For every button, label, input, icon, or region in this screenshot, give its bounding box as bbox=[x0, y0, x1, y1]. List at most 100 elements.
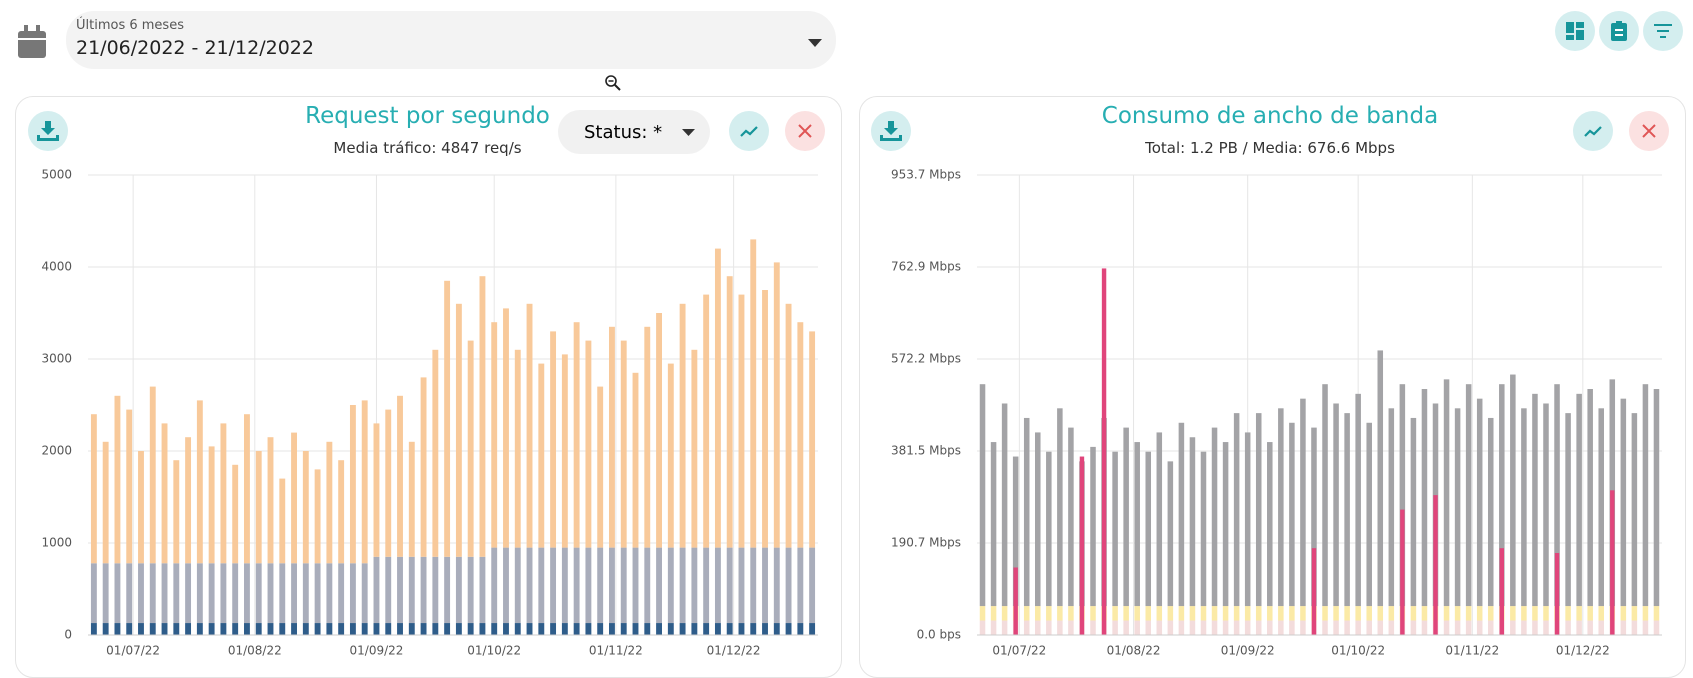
bar bbox=[1510, 606, 1516, 621]
bar bbox=[1366, 620, 1372, 635]
bar bbox=[1300, 398, 1306, 607]
bar bbox=[691, 349, 698, 548]
bar bbox=[561, 354, 568, 548]
bar bbox=[797, 623, 804, 635]
bar bbox=[1090, 446, 1096, 607]
x-tick-label: 01/07/22 bbox=[992, 644, 1046, 658]
y-tick-label: 762.9 Mbps bbox=[891, 260, 961, 274]
bar bbox=[1388, 408, 1395, 607]
bar bbox=[1300, 620, 1306, 635]
bar bbox=[338, 563, 345, 624]
bar bbox=[1543, 620, 1549, 635]
bar bbox=[1189, 620, 1196, 635]
bar bbox=[255, 451, 262, 564]
bar bbox=[1278, 606, 1284, 621]
bar bbox=[1278, 620, 1284, 635]
bar bbox=[90, 623, 97, 635]
bar bbox=[656, 623, 662, 635]
bar bbox=[361, 563, 368, 624]
chart-title: Request por segundo bbox=[305, 103, 550, 129]
x-tick-label: 01/08/22 bbox=[1107, 644, 1161, 658]
bar bbox=[738, 294, 745, 548]
bar bbox=[1267, 620, 1273, 635]
bar bbox=[1543, 403, 1549, 607]
bar bbox=[1156, 606, 1163, 621]
bar bbox=[679, 547, 686, 624]
bar bbox=[632, 372, 639, 548]
bar bbox=[185, 563, 192, 624]
bar bbox=[667, 547, 674, 624]
bar bbox=[1023, 620, 1030, 635]
bar bbox=[726, 547, 733, 624]
download-icon bbox=[880, 121, 902, 141]
bar bbox=[1410, 620, 1417, 635]
bar bbox=[990, 620, 997, 635]
bar bbox=[1046, 606, 1052, 621]
bar bbox=[1068, 606, 1074, 621]
bar bbox=[1255, 620, 1262, 635]
bar bbox=[1410, 417, 1417, 607]
trend-button[interactable] bbox=[1573, 111, 1613, 151]
bar bbox=[1211, 427, 1218, 607]
bar bbox=[1178, 606, 1185, 621]
bar bbox=[114, 563, 121, 624]
bar bbox=[597, 547, 604, 624]
date-picker[interactable]: Últimos 6 meses 21/06/2022 - 21/12/2022 bbox=[66, 11, 836, 69]
zoom-out-icon[interactable] bbox=[605, 75, 621, 91]
bar bbox=[1598, 606, 1604, 621]
bar bbox=[1134, 442, 1140, 607]
layout-button[interactable] bbox=[1555, 11, 1595, 51]
filter-button[interactable] bbox=[1643, 11, 1683, 51]
bar bbox=[1244, 606, 1251, 621]
bar bbox=[467, 623, 474, 635]
bar bbox=[173, 460, 180, 564]
bar bbox=[1178, 620, 1185, 635]
bar bbox=[1377, 620, 1384, 635]
close-button[interactable] bbox=[785, 111, 825, 151]
bar bbox=[138, 451, 144, 564]
report-button[interactable] bbox=[1599, 11, 1639, 51]
trend-icon bbox=[1584, 126, 1602, 137]
bar bbox=[1233, 606, 1240, 621]
bar bbox=[491, 547, 498, 624]
bar bbox=[267, 563, 274, 624]
bar bbox=[432, 623, 439, 635]
bar bbox=[526, 623, 533, 635]
bar bbox=[90, 414, 97, 564]
close-button[interactable] bbox=[1629, 111, 1669, 151]
bar bbox=[1476, 620, 1483, 635]
bar bbox=[1167, 620, 1174, 635]
bar bbox=[1090, 620, 1096, 635]
bar bbox=[644, 326, 651, 548]
bar bbox=[208, 446, 215, 564]
bar bbox=[455, 623, 462, 635]
download-button[interactable] bbox=[871, 111, 911, 151]
calendar-icon[interactable] bbox=[16, 24, 48, 60]
bar bbox=[1388, 620, 1395, 635]
bar bbox=[196, 623, 203, 635]
bar bbox=[1610, 490, 1615, 635]
bar bbox=[585, 547, 592, 624]
bar bbox=[408, 556, 415, 624]
bar bbox=[1377, 350, 1384, 607]
y-tick-label: 5000 bbox=[41, 168, 72, 182]
bar bbox=[1642, 384, 1649, 607]
bar bbox=[1068, 620, 1074, 635]
bar bbox=[1620, 398, 1627, 607]
bar bbox=[1377, 606, 1384, 621]
bar bbox=[314, 623, 321, 635]
chart-title: Consumo de ancho de banda bbox=[1101, 103, 1439, 129]
trend-button[interactable] bbox=[729, 111, 769, 151]
bar bbox=[1322, 606, 1328, 621]
bar bbox=[726, 623, 733, 635]
bar bbox=[1145, 606, 1152, 621]
download-button[interactable] bbox=[28, 111, 68, 151]
bar bbox=[479, 623, 486, 635]
range-label: Últimos 6 meses bbox=[76, 18, 184, 33]
bar bbox=[102, 441, 109, 564]
bar bbox=[244, 414, 250, 564]
status-select[interactable]: Status: * bbox=[558, 110, 710, 154]
y-tick-label: 2000 bbox=[41, 444, 72, 458]
bar bbox=[1487, 417, 1494, 607]
x-tick-label: 01/12/22 bbox=[707, 644, 761, 658]
